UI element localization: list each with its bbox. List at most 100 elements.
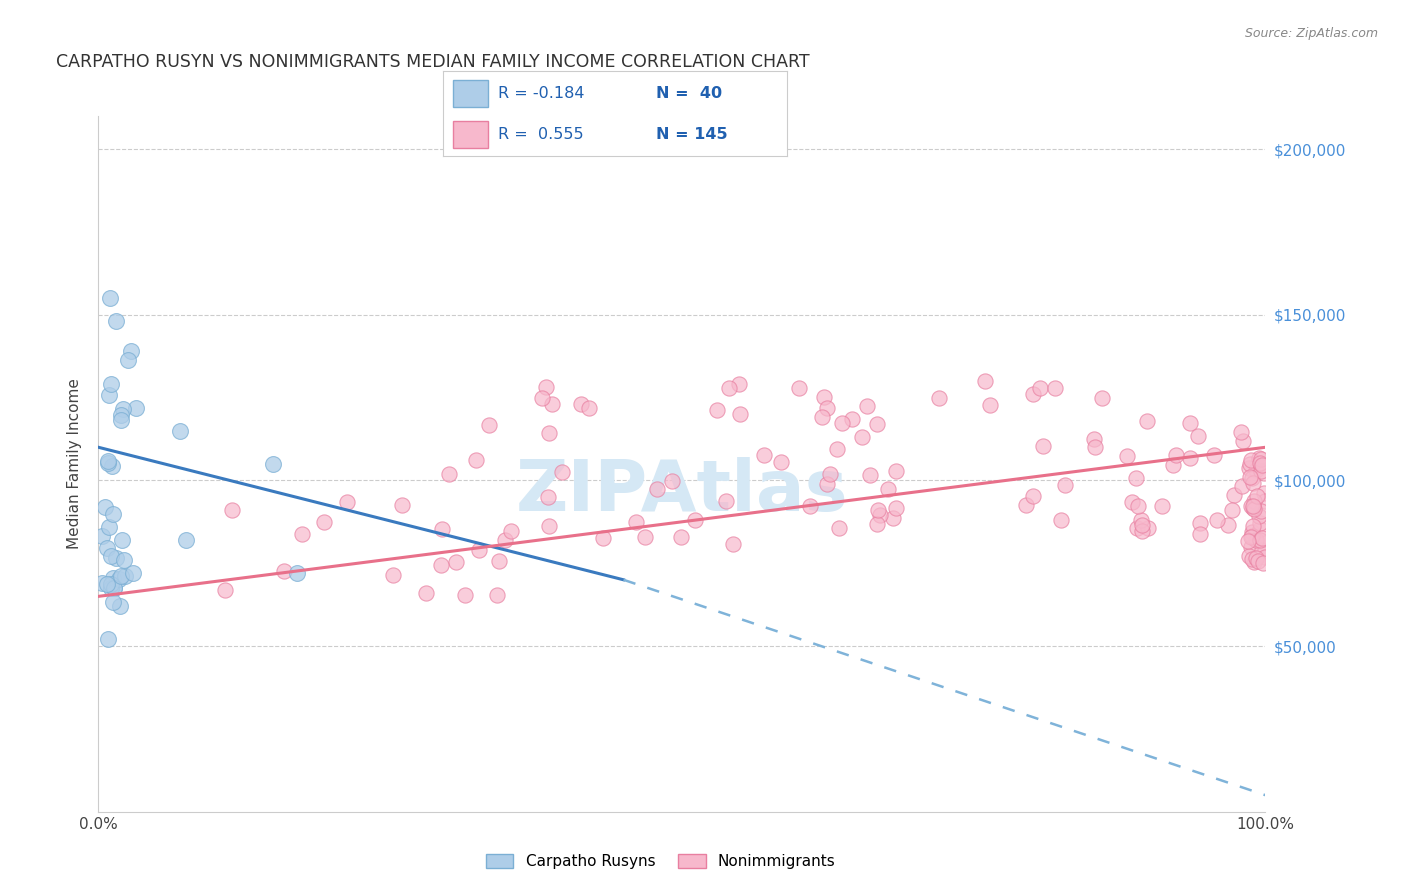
Point (120, 344, 142, 359)
Point (728, 376, 751, 391)
Point (1247, 450, 1270, 465)
Text: Source: ZipAtlas.com: Source: ZipAtlas.com (1244, 27, 1378, 40)
Point (437, 467, 460, 481)
Point (1015, 498, 1038, 512)
Text: CARPATHO RUSYN VS NONIMMIGRANTS MEDIAN FAMILY INCOME CORRELATION CHART: CARPATHO RUSYN VS NONIMMIGRANTS MEDIAN F… (56, 54, 810, 71)
Point (1161, 458, 1184, 473)
Point (214, 582, 236, 597)
Point (1230, 479, 1253, 493)
Point (1237, 461, 1260, 475)
Point (1249, 509, 1271, 524)
Point (669, 530, 692, 544)
Point (537, 519, 560, 533)
Point (97, 456, 120, 470)
Point (1250, 451, 1272, 466)
Point (1125, 471, 1147, 485)
Point (1031, 439, 1053, 453)
Point (1254, 536, 1277, 550)
Point (273, 564, 295, 578)
Point (100, 549, 122, 563)
Point (1240, 525, 1263, 540)
Point (90, 576, 112, 591)
Point (1241, 476, 1264, 491)
Point (866, 417, 889, 432)
Point (769, 455, 792, 469)
Point (882, 511, 904, 525)
Point (485, 589, 508, 603)
Point (886, 464, 908, 478)
Legend: Carpatho Rusyns, Nonimmigrants: Carpatho Rusyns, Nonimmigrants (479, 848, 842, 875)
Point (1130, 524, 1153, 538)
Point (1239, 549, 1261, 564)
Point (100, 376, 122, 391)
Point (1249, 533, 1271, 547)
Point (174, 533, 197, 547)
Point (1240, 530, 1263, 544)
Point (117, 352, 139, 367)
Point (112, 553, 135, 567)
Point (799, 499, 821, 513)
Point (530, 391, 553, 405)
Point (979, 398, 1001, 412)
Point (828, 521, 851, 535)
Point (1251, 556, 1274, 570)
Point (430, 558, 453, 572)
Point (1188, 516, 1211, 530)
Point (1130, 517, 1153, 532)
Point (110, 569, 132, 583)
Point (624, 515, 647, 529)
Point (1150, 500, 1173, 514)
Point (1050, 512, 1073, 526)
Point (815, 401, 838, 416)
Point (100, 576, 122, 591)
Point (1241, 500, 1264, 515)
Point (97, 453, 120, 467)
Point (685, 513, 707, 527)
Text: R = -0.184: R = -0.184 (498, 86, 585, 101)
Point (1240, 452, 1263, 467)
Point (1187, 429, 1209, 443)
Point (1241, 499, 1264, 513)
Point (974, 374, 997, 388)
Point (1247, 554, 1270, 568)
Point (1240, 500, 1263, 514)
Point (1249, 456, 1271, 470)
Point (114, 568, 136, 582)
Point (869, 508, 891, 523)
Point (811, 410, 834, 425)
Point (1126, 521, 1149, 535)
Y-axis label: Median Family Income: Median Family Income (67, 378, 83, 549)
Point (1243, 502, 1265, 516)
Point (813, 390, 835, 404)
Point (1250, 464, 1272, 478)
Point (1244, 463, 1267, 477)
Point (1250, 459, 1272, 474)
Point (1126, 499, 1149, 513)
Point (1206, 512, 1229, 526)
Point (98, 291, 121, 305)
Point (1022, 387, 1045, 401)
Point (540, 397, 562, 411)
Text: N = 145: N = 145 (657, 127, 728, 142)
Point (831, 416, 853, 430)
Point (499, 524, 522, 539)
Point (706, 403, 728, 417)
Point (1246, 551, 1268, 566)
Point (262, 457, 284, 471)
Point (721, 537, 744, 551)
Point (101, 595, 124, 609)
Point (578, 401, 600, 415)
Point (752, 448, 775, 462)
Point (1204, 448, 1226, 462)
Point (97, 388, 120, 402)
Point (1045, 381, 1067, 395)
Point (100, 458, 122, 473)
Point (285, 566, 308, 581)
Point (1249, 516, 1271, 531)
Point (661, 474, 683, 488)
Point (1240, 529, 1263, 543)
Point (107, 572, 129, 586)
Point (122, 566, 145, 581)
Point (1230, 425, 1253, 439)
Point (111, 533, 134, 547)
